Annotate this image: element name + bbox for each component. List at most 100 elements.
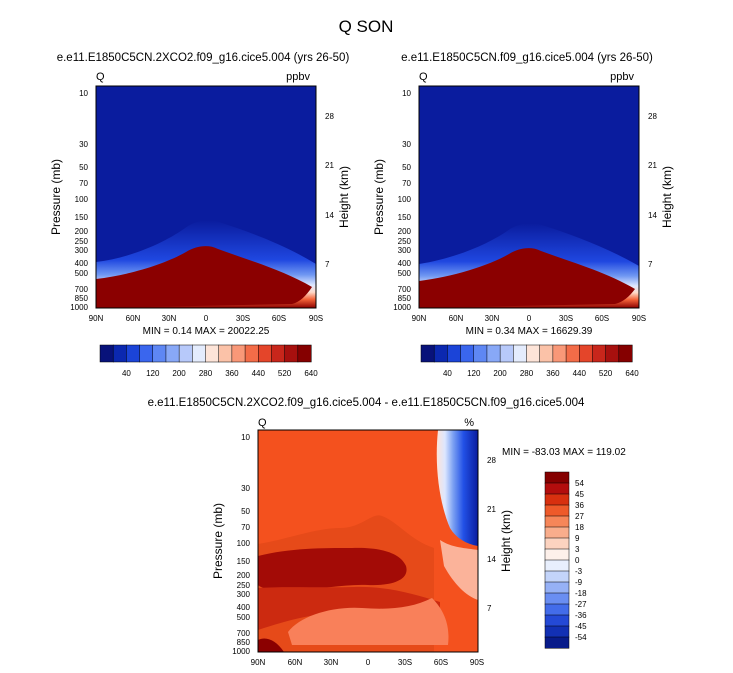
y-tick-label: 200 xyxy=(398,227,412,236)
colorbar-label: 200 xyxy=(493,369,507,378)
y-tick-label: 700 xyxy=(398,285,412,294)
polar-edge-field xyxy=(440,540,478,600)
y2-tick-label: 28 xyxy=(487,456,496,465)
colorbar-labels: 54 45 36 27 18 9 3 0 -3 -9 -18 -27 -36 -… xyxy=(575,479,587,642)
plot-area-2xco2 xyxy=(95,85,317,309)
y-tick-label: 300 xyxy=(237,590,251,599)
x-tick-labels: 90N 60N 30N 0 30S 60S 90S xyxy=(89,314,323,323)
colorbar-label: 440 xyxy=(573,369,587,378)
x-tick-label: 90S xyxy=(309,314,323,323)
colorbar-swatch xyxy=(126,344,141,363)
y2-axis-label: Height (km) xyxy=(499,510,513,572)
colorbar-swatch xyxy=(605,344,620,363)
y2-tick-labels: 28 21 14 7 xyxy=(487,456,496,613)
y-tick-label: 400 xyxy=(75,259,89,268)
x-tick-label: 90N xyxy=(89,314,104,323)
colorbar-swatch xyxy=(544,548,570,561)
colorbar-swatch xyxy=(152,344,167,363)
colorbar-label: 520 xyxy=(278,369,292,378)
y-tick-labels: 10 30 50 70 100 150 200 250 300 400 500 … xyxy=(232,433,250,656)
colorbar-label: 54 xyxy=(575,479,584,488)
colorbar-swatch xyxy=(178,344,193,363)
y-tick-label: 400 xyxy=(398,259,412,268)
x-tick-label: 0 xyxy=(366,658,371,667)
colorbar-label: -27 xyxy=(575,600,587,609)
y-tick-label: 250 xyxy=(75,237,89,246)
x-tick-label: 30N xyxy=(162,314,177,323)
y-tick-label: 100 xyxy=(398,195,412,204)
colorbar-label: 640 xyxy=(304,369,318,378)
y-tick-label: 200 xyxy=(237,571,251,580)
y-tick-label: 700 xyxy=(237,629,251,638)
y2-tick-label: 14 xyxy=(487,555,496,564)
y-tick-label: 70 xyxy=(402,179,411,188)
y-axis-label: Pressure (mb) xyxy=(49,159,63,235)
colorbar-labels: 40 120 200 280 360 440 520 640 xyxy=(443,369,639,378)
panel-2xco2: e.e11.E1850C5CN.2XCO2.f09_g16.cice5.004 … xyxy=(49,52,351,378)
y2-tick-label: 21 xyxy=(648,161,657,170)
x-tick-label: 30N xyxy=(324,658,339,667)
y2-tick-label: 7 xyxy=(487,604,492,613)
panel-title: e.e11.E1850C5CN.2XCO2.f09_g16.cice5.004 … xyxy=(148,397,585,409)
y-tick-label: 30 xyxy=(402,140,411,149)
y-tick-label: 30 xyxy=(79,140,88,149)
colorbar-swatch xyxy=(112,344,127,363)
colorbar-swatch xyxy=(231,344,246,363)
colorbar-swatch xyxy=(192,344,207,363)
colorbar-swatch xyxy=(544,636,570,649)
colorbar-label: 640 xyxy=(625,369,639,378)
x-tick-label: 90S xyxy=(470,658,484,667)
colorbar-swatch xyxy=(244,344,259,363)
stats-label: MIN = 0.14 MAX = 20022.25 xyxy=(143,326,270,337)
plot-frame xyxy=(257,429,479,653)
x-tick-label: 30S xyxy=(398,658,412,667)
y-tick-label: 1000 xyxy=(70,303,88,312)
y-tick-label: 10 xyxy=(79,89,88,98)
colorbar-label: 520 xyxy=(599,369,613,378)
colorbar-label: 9 xyxy=(575,534,580,543)
y-tick-label: 400 xyxy=(237,603,251,612)
y-tick-label: 300 xyxy=(75,246,89,255)
x-tick-label: 0 xyxy=(204,314,209,323)
colorbar-label: 200 xyxy=(172,369,186,378)
colorbar-swatch xyxy=(486,344,501,363)
x-tick-label: 60N xyxy=(126,314,141,323)
colorbar-swatch xyxy=(544,493,570,506)
y-tick-label: 850 xyxy=(75,294,89,303)
x-tick-labels: 90N 60N 30N 0 30S 60S 90S xyxy=(412,314,646,323)
y-tick-label: 250 xyxy=(237,581,251,590)
colorbar-control xyxy=(420,344,633,363)
x-tick-label: 90N xyxy=(251,658,266,667)
colorbar-swatch xyxy=(297,344,312,363)
colorbar-swatch xyxy=(544,581,570,594)
colorbar-swatch xyxy=(565,344,580,363)
plot-frame xyxy=(418,85,640,309)
y-tick-label: 50 xyxy=(241,507,250,516)
colorbar-label: 45 xyxy=(575,490,584,499)
y-tick-label: 50 xyxy=(79,163,88,172)
colorbar-swatch xyxy=(420,344,435,363)
colorbar-swatch xyxy=(579,344,593,363)
colorbar-label: -3 xyxy=(575,567,583,576)
colorbar-label: 280 xyxy=(520,369,534,378)
y2-tick-label: 28 xyxy=(325,112,334,121)
plot-frame xyxy=(95,85,317,309)
panel-difference: e.e11.E1850C5CN.2XCO2.f09_g16.cice5.004 … xyxy=(148,397,627,667)
colorbar-label: 360 xyxy=(546,369,560,378)
colorbar-label: -36 xyxy=(575,611,587,620)
x-tick-label: 60S xyxy=(272,314,286,323)
x-tick-label: 60S xyxy=(595,314,609,323)
y-axis-label: Pressure (mb) xyxy=(372,159,386,235)
surface-max-field xyxy=(258,638,284,652)
colorbar-swatch xyxy=(218,344,233,363)
y-tick-label: 850 xyxy=(237,638,251,647)
y2-tick-label: 21 xyxy=(487,505,496,514)
colorbar-swatch xyxy=(544,471,570,484)
left-label: Q xyxy=(96,71,105,83)
colorbar-label: 40 xyxy=(443,369,452,378)
colorbar-swatch xyxy=(539,344,554,363)
moist-core-field xyxy=(96,246,312,308)
colorbar-label: 440 xyxy=(252,369,266,378)
colorbar-swatch xyxy=(513,344,528,363)
